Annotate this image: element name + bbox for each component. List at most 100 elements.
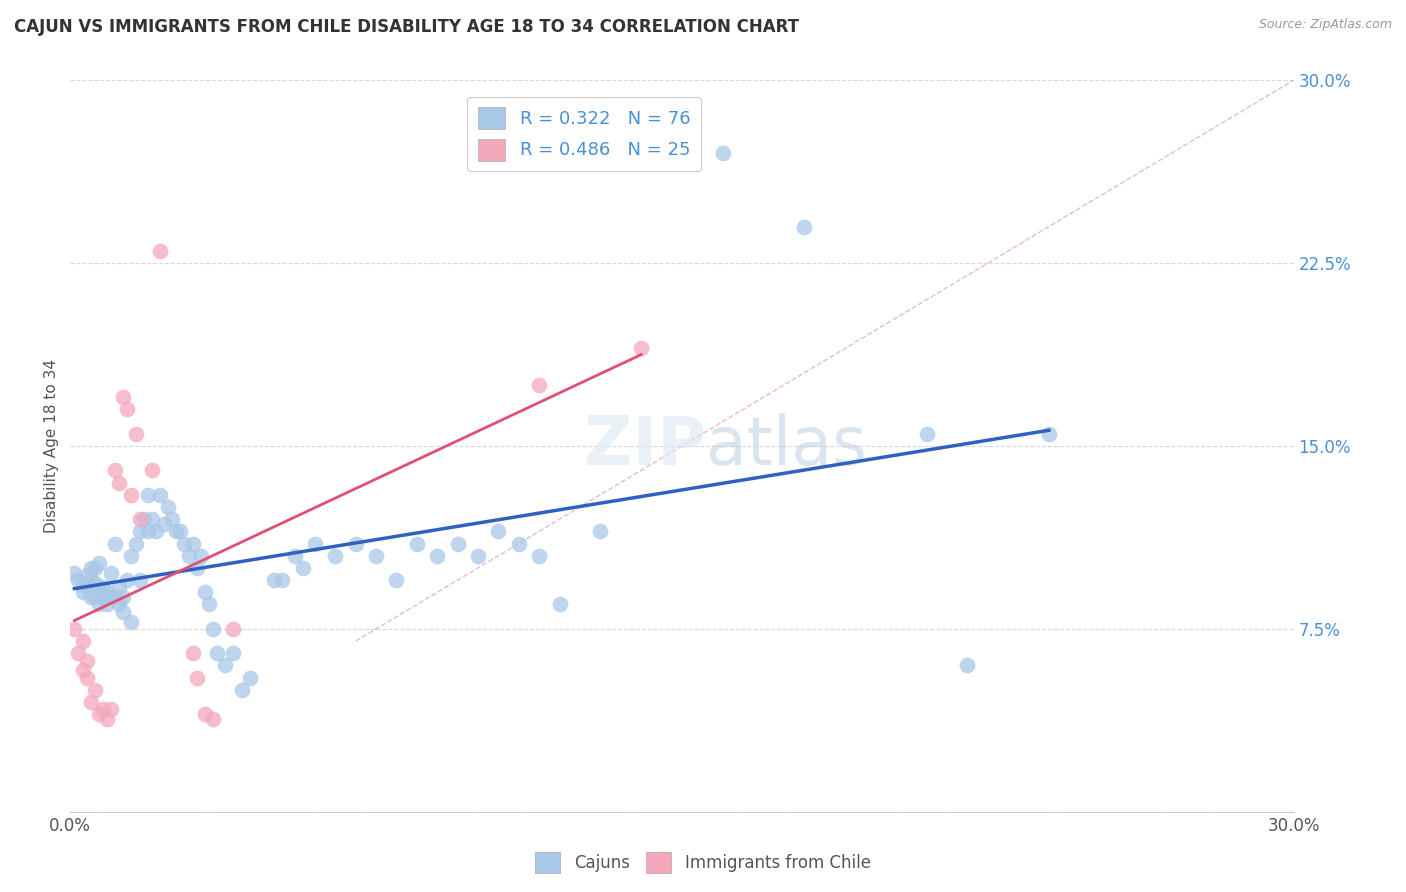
Point xyxy=(205,646,228,660)
Point xyxy=(72,663,94,677)
Point xyxy=(79,561,103,575)
Point xyxy=(162,512,183,526)
Point xyxy=(181,536,204,550)
Point xyxy=(124,426,146,441)
Point xyxy=(190,549,212,563)
Point xyxy=(72,578,94,592)
Point xyxy=(112,605,135,619)
Point xyxy=(291,561,314,575)
Point xyxy=(83,590,105,604)
Point xyxy=(63,566,86,580)
Point xyxy=(222,646,245,660)
Point xyxy=(79,573,103,587)
Point xyxy=(87,556,110,570)
Point xyxy=(136,524,159,539)
Point xyxy=(263,573,285,587)
Point xyxy=(467,549,489,563)
Point xyxy=(153,516,176,531)
Point xyxy=(79,695,103,709)
Point xyxy=(529,378,551,392)
Point xyxy=(344,536,367,550)
Point xyxy=(87,598,110,612)
Legend: R = 0.322   N = 76, R = 0.486   N = 25: R = 0.322 N = 76, R = 0.486 N = 25 xyxy=(467,96,702,171)
Point xyxy=(67,646,90,660)
Point xyxy=(198,598,221,612)
Point xyxy=(121,615,143,629)
Point xyxy=(76,654,98,668)
Point xyxy=(426,549,449,563)
Point xyxy=(194,707,217,722)
Point xyxy=(117,573,139,587)
Point xyxy=(202,712,225,726)
Point xyxy=(323,549,347,563)
Point xyxy=(385,573,408,587)
Point xyxy=(149,488,172,502)
Point xyxy=(100,566,122,580)
Point xyxy=(112,590,135,604)
Point xyxy=(956,658,979,673)
Point xyxy=(128,573,150,587)
Point xyxy=(157,500,180,514)
Point xyxy=(222,622,245,636)
Point xyxy=(132,512,155,526)
Point xyxy=(76,671,98,685)
Point xyxy=(488,524,510,539)
Point xyxy=(548,598,571,612)
Point xyxy=(121,549,143,563)
Point xyxy=(108,598,131,612)
Point xyxy=(447,536,470,550)
Point xyxy=(100,702,122,716)
Point xyxy=(194,585,217,599)
Point xyxy=(96,598,118,612)
Point xyxy=(149,244,172,258)
Point xyxy=(214,658,236,673)
Point xyxy=(1038,426,1060,441)
Point xyxy=(63,622,86,636)
Point xyxy=(67,573,90,587)
Point xyxy=(141,512,163,526)
Point xyxy=(91,581,114,595)
Point xyxy=(72,634,94,648)
Text: ZIP: ZIP xyxy=(585,413,706,479)
Point xyxy=(91,590,114,604)
Y-axis label: Disability Age 18 to 34: Disability Age 18 to 34 xyxy=(44,359,59,533)
Point xyxy=(529,549,551,563)
Point xyxy=(76,568,98,582)
Point xyxy=(239,671,262,685)
Point xyxy=(169,524,191,539)
Point xyxy=(141,463,163,477)
Point xyxy=(104,590,127,604)
Point xyxy=(284,549,307,563)
Point xyxy=(304,536,326,550)
Point xyxy=(406,536,429,550)
Point xyxy=(181,646,204,660)
Point xyxy=(83,682,105,697)
Point xyxy=(83,575,105,590)
Point xyxy=(186,671,208,685)
Point xyxy=(112,390,135,404)
Point xyxy=(100,590,122,604)
Point xyxy=(186,561,208,575)
Point xyxy=(121,488,143,502)
Point xyxy=(145,524,167,539)
Point xyxy=(91,702,114,716)
Point xyxy=(128,524,150,539)
Point xyxy=(177,549,200,563)
Text: Source: ZipAtlas.com: Source: ZipAtlas.com xyxy=(1258,18,1392,31)
Point xyxy=(793,219,815,234)
Point xyxy=(508,536,530,550)
Point xyxy=(136,488,159,502)
Point xyxy=(96,585,118,599)
Text: atlas: atlas xyxy=(706,413,868,479)
Point xyxy=(87,707,110,722)
Point xyxy=(366,549,388,563)
Point xyxy=(630,342,652,356)
Point xyxy=(173,536,195,550)
Point xyxy=(72,585,94,599)
Point xyxy=(108,475,131,490)
Legend: Cajuns, Immigrants from Chile: Cajuns, Immigrants from Chile xyxy=(529,846,877,880)
Point xyxy=(711,146,734,161)
Point xyxy=(76,581,98,595)
Text: CAJUN VS IMMIGRANTS FROM CHILE DISABILITY AGE 18 TO 34 CORRELATION CHART: CAJUN VS IMMIGRANTS FROM CHILE DISABILIT… xyxy=(14,18,799,36)
Point xyxy=(104,536,127,550)
